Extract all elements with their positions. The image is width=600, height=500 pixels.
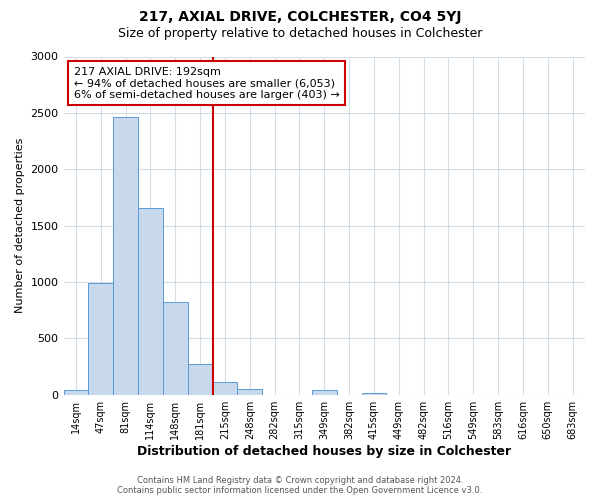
Text: Size of property relative to detached houses in Colchester: Size of property relative to detached ho… — [118, 28, 482, 40]
Text: Contains HM Land Registry data © Crown copyright and database right 2024.
Contai: Contains HM Land Registry data © Crown c… — [118, 476, 482, 495]
Text: 217, AXIAL DRIVE, COLCHESTER, CO4 5YJ: 217, AXIAL DRIVE, COLCHESTER, CO4 5YJ — [139, 10, 461, 24]
Text: 217 AXIAL DRIVE: 192sqm
← 94% of detached houses are smaller (6,053)
6% of semi-: 217 AXIAL DRIVE: 192sqm ← 94% of detache… — [74, 66, 340, 100]
Bar — [138, 208, 163, 394]
Bar — [113, 118, 138, 394]
Y-axis label: Number of detached properties: Number of detached properties — [15, 138, 25, 314]
X-axis label: Distribution of detached houses by size in Colchester: Distribution of detached houses by size … — [137, 444, 511, 458]
Bar — [362, 393, 386, 394]
Bar — [64, 390, 88, 394]
Bar — [212, 382, 238, 394]
Bar — [188, 364, 212, 394]
Bar — [312, 390, 337, 394]
Bar — [88, 283, 113, 395]
Bar — [163, 302, 188, 394]
Bar — [238, 389, 262, 394]
